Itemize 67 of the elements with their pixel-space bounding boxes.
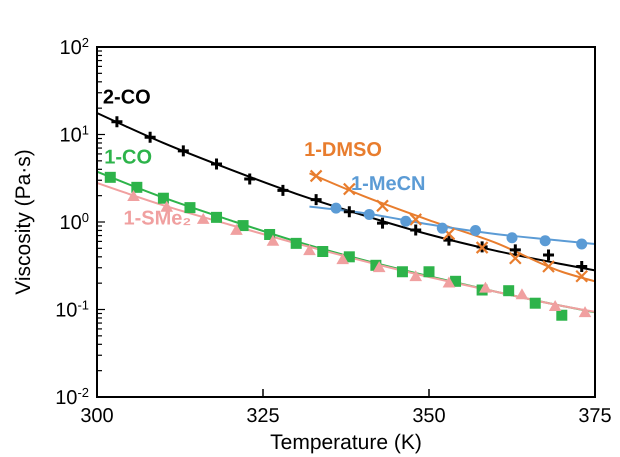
point [508, 252, 522, 265]
point [330, 202, 342, 214]
point [479, 282, 492, 293]
x-tick-label: 325 [246, 405, 280, 427]
point [396, 266, 408, 278]
point [574, 260, 589, 274]
point [127, 190, 140, 202]
point [542, 260, 556, 274]
y-tick-label: 10$^{0}$ [60, 210, 89, 234]
point [309, 192, 324, 207]
point [542, 248, 556, 262]
point [364, 208, 375, 220]
point [110, 114, 124, 129]
point [548, 300, 562, 311]
series-label: 1-SMe₂ [124, 208, 192, 230]
line-series [308, 206, 596, 246]
point [104, 172, 116, 183]
point [196, 212, 210, 224]
point [303, 244, 316, 256]
point [400, 216, 412, 227]
series-label: 1-CO [104, 146, 152, 168]
x-tick-label: 375 [578, 405, 612, 427]
point [131, 182, 142, 193]
y-tick-label: 10$^{1}$ [60, 122, 89, 146]
point [506, 232, 518, 244]
point [158, 192, 169, 204]
point [210, 157, 224, 172]
point [409, 212, 422, 226]
point [576, 238, 588, 250]
point [436, 222, 448, 234]
point [143, 130, 158, 144]
point [556, 310, 568, 321]
point [516, 288, 528, 300]
point [470, 224, 481, 236]
point [242, 172, 257, 186]
point [290, 238, 302, 249]
point [409, 270, 422, 282]
y-tick-label: 10$^{2}$ [60, 34, 89, 59]
series-label: 1-MeCN [351, 173, 426, 196]
point [540, 235, 551, 246]
point [276, 183, 290, 198]
y-axis-title: Viscosity (Pa·s) [12, 149, 35, 295]
point [408, 223, 423, 238]
point [530, 298, 541, 309]
point [336, 253, 350, 264]
point [266, 234, 280, 246]
y-tick-label: 10$^{-1}$ [55, 297, 89, 322]
point [442, 227, 456, 241]
point [376, 199, 390, 212]
point [230, 224, 243, 235]
point [376, 216, 390, 230]
series-label: 2-CO [102, 86, 151, 109]
point [424, 266, 434, 278]
point [176, 144, 190, 158]
x-axis-title: Temperature (K) [270, 431, 422, 454]
point [442, 276, 456, 288]
point [317, 246, 328, 258]
point [575, 270, 588, 283]
line-series [308, 172, 596, 282]
point [211, 212, 222, 223]
point [503, 285, 514, 296]
point [342, 204, 356, 219]
point [238, 220, 249, 232]
point [578, 306, 592, 318]
series-label: 1-DMSO [304, 138, 382, 161]
x-tick-label: 350 [412, 405, 446, 427]
point [372, 261, 386, 272]
